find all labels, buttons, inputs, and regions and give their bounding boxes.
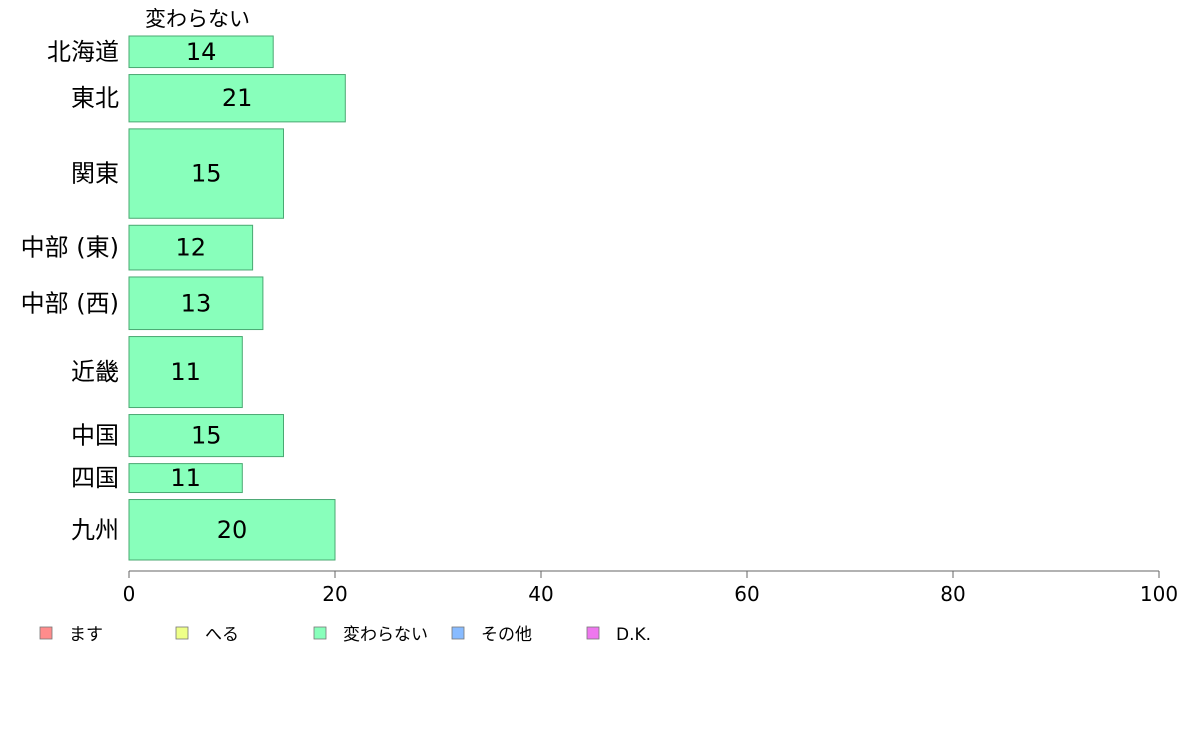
- category-label: 近畿: [71, 358, 119, 386]
- legend-label: D.K.: [616, 625, 651, 645]
- bar: [128, 224, 254, 271]
- legend-swatch: [451, 626, 465, 640]
- bar: [128, 35, 274, 69]
- legend-label: 変わらない: [343, 625, 428, 645]
- x-tick-label: 0: [123, 582, 136, 606]
- value-label: 20: [217, 516, 248, 544]
- legend-swatch: [175, 626, 189, 640]
- bar: [128, 499, 336, 561]
- category-label: 北海道: [47, 38, 119, 66]
- value-label: 11: [170, 358, 201, 386]
- legend-swatch: [39, 626, 53, 640]
- bar: [128, 276, 264, 331]
- legend-swatch: [586, 626, 600, 640]
- bar: [128, 336, 243, 409]
- value-label: 11: [170, 464, 201, 492]
- x-tick-label: 20: [322, 582, 347, 606]
- value-label: 21: [222, 84, 253, 112]
- category-label: 四国: [71, 464, 119, 492]
- category-label: 関東: [71, 160, 119, 188]
- bar: [128, 128, 284, 219]
- bar: [128, 74, 346, 123]
- bar: [128, 463, 243, 494]
- value-label: 15: [191, 422, 222, 450]
- x-tick-label: 100: [1140, 582, 1178, 606]
- x-tick-label: 60: [734, 582, 759, 606]
- x-tick-label: 40: [528, 582, 553, 606]
- value-label: 14: [186, 38, 217, 66]
- bar: [128, 414, 284, 458]
- legend: ます へる 変わらない その他 D.K.: [39, 625, 651, 645]
- value-label: 13: [181, 289, 212, 317]
- category-label: 東北: [71, 84, 119, 112]
- series-title: 変わらない: [145, 7, 250, 31]
- category-label: 九州: [71, 516, 119, 544]
- value-label: 15: [191, 160, 222, 188]
- bars-group: 北海道 14 東北 21 関東 15 中部 (東) 12 中部 (西) 13 近畿 11 中国 15 四国 1…: [21, 35, 346, 561]
- category-label: 中部 (東): [21, 234, 119, 262]
- legend-label: へる: [205, 625, 239, 645]
- x-axis: 0 20 40 60 80 100: [123, 570, 1178, 606]
- category-label: 中国: [71, 422, 119, 450]
- value-label: 12: [176, 234, 207, 262]
- legend-label: その他: [481, 625, 532, 645]
- legend-swatch: [313, 626, 327, 640]
- x-tick-label: 80: [940, 582, 965, 606]
- category-label: 中部 (西): [21, 289, 119, 317]
- legend-label: ます: [69, 625, 103, 645]
